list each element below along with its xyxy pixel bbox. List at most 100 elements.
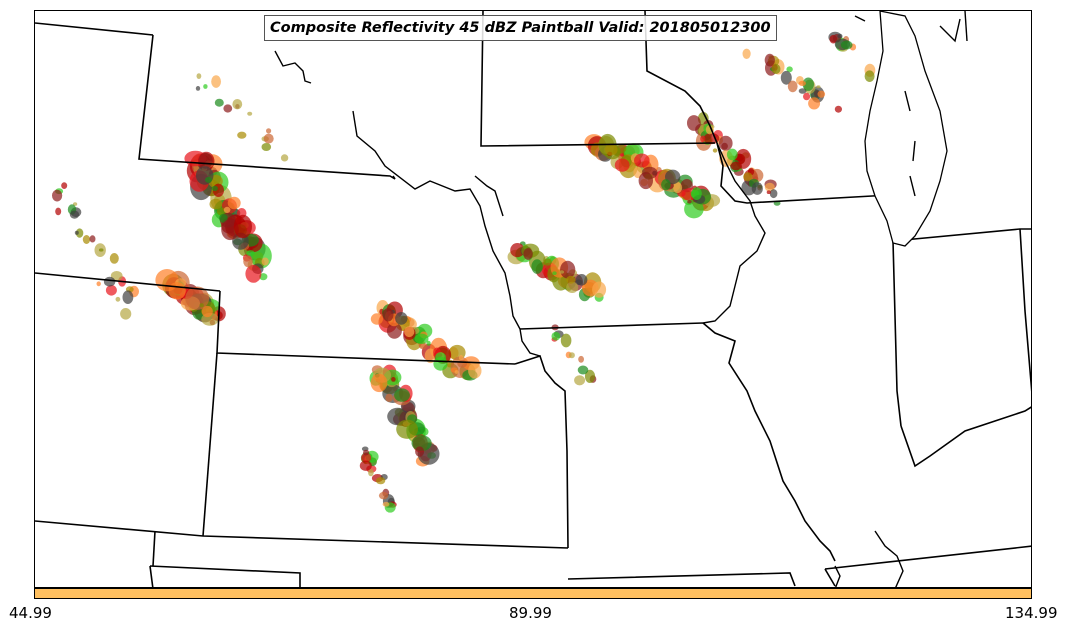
paintball-blob	[211, 75, 222, 88]
paintball-blob	[574, 375, 586, 386]
colorbar-tick-mid: 89.99	[509, 604, 552, 622]
paintball-blob	[415, 446, 425, 457]
paintball-blob	[531, 259, 543, 274]
paintball-blob	[673, 182, 683, 194]
paintball-blob	[780, 70, 792, 85]
paintball-blob	[69, 210, 80, 219]
paintball-blob	[363, 449, 370, 456]
paintball-blob	[120, 308, 132, 320]
ok-top	[152, 530, 156, 567]
paintball-blob	[382, 308, 394, 322]
paintball-blob	[237, 131, 247, 139]
paintball-blob	[261, 143, 272, 151]
paintball-blob	[457, 359, 468, 368]
paintball-blob	[61, 182, 68, 190]
ok-tx-border	[149, 565, 154, 587]
paintball-blob	[74, 230, 79, 235]
paintball-blob	[209, 198, 223, 210]
mo-il-border	[702, 322, 836, 562]
paintball-blob	[195, 86, 201, 91]
colorbar-tick-min: 44.99	[9, 604, 52, 622]
ia-wi-border	[716, 142, 891, 204]
map-panel	[34, 10, 1032, 588]
paintball-blob	[787, 80, 798, 93]
paintball-blob	[510, 243, 525, 258]
paintball-blob	[771, 64, 781, 74]
paintball-blob	[808, 97, 821, 110]
paintball-blob	[245, 264, 262, 283]
paintball-blob	[633, 166, 643, 179]
paintball-blob	[280, 154, 289, 162]
river-north	[274, 50, 312, 84]
paintball-blob	[433, 356, 448, 371]
paintball-blob	[266, 128, 272, 134]
paintball-blob	[411, 435, 432, 452]
rivers	[274, 50, 904, 587]
missouri-river	[352, 110, 541, 357]
river-ia-west	[474, 175, 504, 217]
paintball-blob	[199, 303, 204, 308]
paintball-blob	[864, 70, 875, 82]
ne-sd-border	[138, 34, 396, 180]
paintball-blob	[227, 196, 241, 210]
paintball-blob	[198, 152, 213, 169]
paintball-blob	[638, 172, 653, 190]
paintball-blob	[404, 326, 415, 338]
co-wy-border	[35, 272, 221, 292]
map-title: Composite Reflectivity 45 dBZ Paintball …	[264, 15, 777, 41]
paintball-blob	[817, 90, 826, 98]
paintball-blob	[375, 477, 386, 485]
paintball-blob	[263, 133, 274, 144]
paintball-blob	[568, 352, 575, 359]
paintball-blob	[712, 148, 718, 153]
paintball-blob	[634, 153, 650, 168]
paintball-blob	[214, 98, 224, 107]
paintball-blob	[382, 501, 390, 507]
paintball-blob	[769, 189, 778, 199]
paintball-blob	[614, 158, 630, 172]
tx-panhandle	[149, 565, 301, 587]
mi-in-border	[892, 228, 1031, 242]
paintball-blob	[592, 281, 607, 298]
paintball-blob	[223, 206, 231, 213]
colorbar-tick-max: 134.99	[1005, 604, 1058, 622]
paintball-blob	[103, 276, 116, 287]
paintball-blob	[378, 491, 389, 500]
colorbar	[34, 588, 1032, 599]
paintball-blob	[385, 393, 393, 402]
paintball-blob	[211, 185, 218, 191]
paintball-blob	[834, 105, 843, 113]
paintball-blob	[396, 419, 418, 439]
tn-extra	[824, 568, 836, 587]
paintball-blob	[764, 182, 775, 192]
paintball-blob	[203, 84, 208, 89]
michigan-shore	[854, 11, 968, 197]
paintball-blob	[578, 355, 584, 363]
paintball-blob	[418, 342, 428, 350]
paintball-blob	[687, 115, 701, 131]
paintball-blob	[395, 312, 408, 325]
paintball-blob	[560, 260, 576, 279]
paintball-blob	[232, 99, 243, 110]
paintball-blob	[370, 313, 383, 325]
ky-tn-border	[824, 545, 1031, 570]
ia-mo-border	[519, 322, 704, 330]
paintball-blob	[414, 333, 429, 344]
paintball-blob	[687, 200, 692, 204]
paintball-blob	[798, 88, 807, 94]
paintball-blob	[261, 257, 269, 266]
paintball-blob	[391, 377, 396, 382]
paintball-blob	[359, 460, 372, 471]
paintball-blob	[566, 281, 579, 293]
paintball-blob	[751, 182, 763, 195]
paintball-blob	[700, 135, 706, 143]
paintball-blob	[426, 340, 431, 346]
paintball-blob	[386, 322, 402, 339]
paintball-blob	[458, 354, 464, 361]
paintball-blob	[168, 282, 186, 300]
paintball-blob	[798, 80, 806, 86]
paintball-blob	[246, 250, 255, 257]
paintball-blob	[577, 365, 589, 375]
paintball-blob	[803, 92, 811, 101]
paintball-blob	[560, 333, 572, 348]
